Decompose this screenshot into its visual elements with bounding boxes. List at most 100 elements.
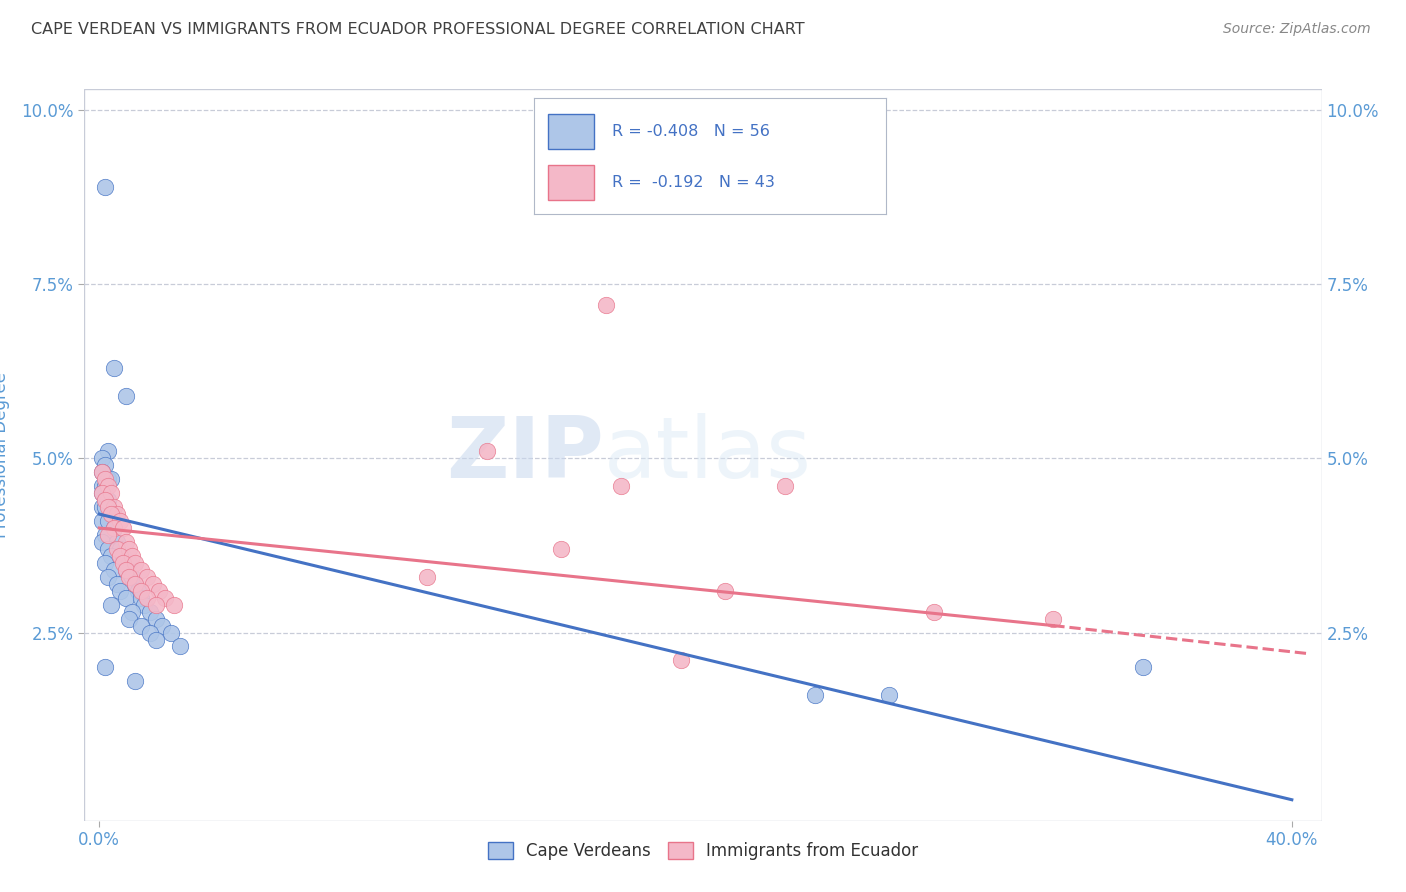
- Point: [163, 598, 186, 612]
- Point: [127, 583, 149, 598]
- Point: [97, 479, 120, 493]
- Point: [595, 298, 617, 312]
- Point: [145, 598, 167, 612]
- Point: [94, 500, 117, 515]
- Point: [108, 514, 131, 528]
- Point: [121, 549, 143, 563]
- Point: [132, 598, 155, 612]
- Point: [129, 591, 152, 605]
- Point: [103, 563, 125, 577]
- Point: [97, 570, 120, 584]
- Point: [97, 541, 120, 556]
- Point: [103, 521, 125, 535]
- Point: [139, 625, 162, 640]
- Point: [550, 541, 572, 556]
- Point: [804, 688, 827, 702]
- Point: [129, 563, 152, 577]
- Point: [118, 570, 141, 584]
- Point: [94, 493, 117, 508]
- Point: [97, 444, 120, 458]
- Point: [118, 556, 141, 570]
- Point: [139, 605, 162, 619]
- Point: [112, 556, 135, 570]
- Point: [91, 535, 114, 549]
- Point: [115, 563, 138, 577]
- Point: [97, 500, 120, 515]
- Point: [115, 389, 138, 403]
- Point: [100, 507, 122, 521]
- Point: [153, 591, 176, 605]
- Point: [103, 500, 125, 515]
- Point: [100, 549, 122, 563]
- Point: [118, 612, 141, 626]
- Point: [103, 360, 125, 375]
- Point: [91, 486, 114, 500]
- Point: [97, 528, 120, 542]
- Point: [105, 507, 128, 521]
- Point: [91, 466, 114, 480]
- Text: ZIP: ZIP: [446, 413, 605, 497]
- Point: [159, 625, 181, 640]
- Point: [94, 472, 117, 486]
- Point: [416, 570, 439, 584]
- Point: [145, 632, 167, 647]
- Text: R =  -0.192   N = 43: R = -0.192 N = 43: [612, 175, 775, 190]
- Point: [922, 605, 945, 619]
- Point: [94, 660, 117, 674]
- Point: [100, 486, 122, 500]
- Point: [94, 493, 117, 508]
- Point: [148, 583, 170, 598]
- Point: [94, 458, 117, 473]
- Point: [136, 570, 159, 584]
- Point: [773, 479, 796, 493]
- Point: [610, 479, 633, 493]
- Point: [105, 576, 128, 591]
- Point: [669, 653, 692, 667]
- Bar: [548, 114, 593, 149]
- Point: [714, 583, 737, 598]
- Point: [105, 535, 128, 549]
- Point: [108, 549, 131, 563]
- Point: [97, 472, 120, 486]
- Point: [108, 541, 131, 556]
- Point: [108, 583, 131, 598]
- Point: [91, 500, 114, 515]
- Point: [475, 444, 498, 458]
- Point: [103, 521, 125, 535]
- Point: [150, 618, 173, 632]
- Point: [115, 591, 138, 605]
- Point: [1042, 612, 1064, 626]
- Point: [879, 688, 901, 702]
- Point: [97, 514, 120, 528]
- Point: [124, 576, 146, 591]
- Text: Source: ZipAtlas.com: Source: ZipAtlas.com: [1223, 22, 1371, 37]
- Point: [142, 576, 165, 591]
- Text: R = -0.408   N = 56: R = -0.408 N = 56: [612, 124, 769, 139]
- Point: [124, 674, 146, 689]
- Text: atlas: atlas: [605, 413, 813, 497]
- Point: [115, 563, 138, 577]
- Point: [145, 612, 167, 626]
- Point: [118, 541, 141, 556]
- Point: [129, 583, 152, 598]
- Point: [112, 549, 135, 563]
- Point: [169, 640, 191, 654]
- Point: [115, 535, 138, 549]
- Point: [124, 576, 146, 591]
- Point: [112, 521, 135, 535]
- Point: [100, 507, 122, 521]
- Point: [91, 486, 114, 500]
- Point: [124, 556, 146, 570]
- Point: [136, 591, 159, 605]
- Point: [100, 472, 122, 486]
- Bar: [548, 165, 593, 200]
- Point: [91, 514, 114, 528]
- Point: [94, 479, 117, 493]
- Point: [94, 556, 117, 570]
- Point: [94, 179, 117, 194]
- Point: [91, 451, 114, 466]
- Point: [94, 528, 117, 542]
- Point: [91, 479, 114, 493]
- Point: [129, 618, 152, 632]
- Point: [91, 466, 114, 480]
